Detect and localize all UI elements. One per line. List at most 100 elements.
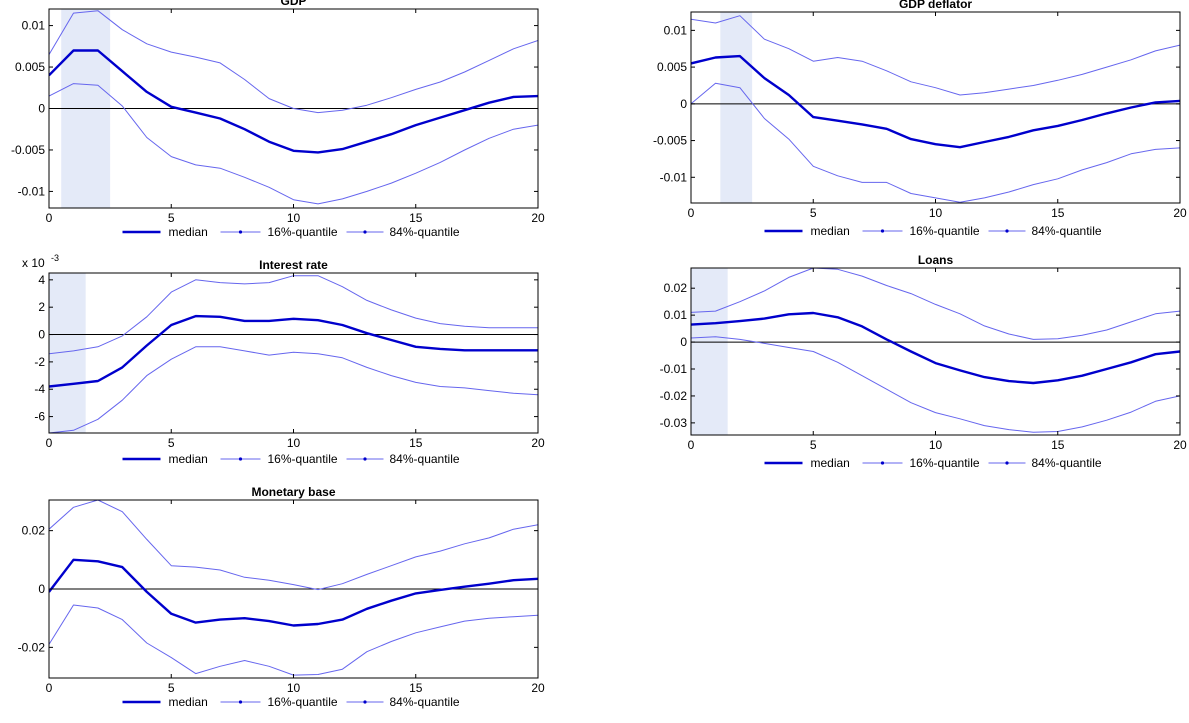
axes-box [690,267,1181,436]
chart-panel-2: 0 5 10 15 20 -0.01 -0.005 0 0.005 0.01 GDP deflato… [653,0,1187,238]
y-tick-label: -0.02 [660,389,688,403]
legend-marker-q84 [363,457,367,461]
x-tick-label: 5 [168,211,175,225]
legend-marker-q16 [238,457,243,461]
y-tick-label: -4 [34,382,45,396]
chart-panel-3: 0 5 10 15 20 -6 -4 -2 0 2 4 Interest rate x 10 -3 medi… [22,253,545,466]
legend-label-q16: 16%-quantile [268,225,338,239]
quantile-16-line [49,604,538,676]
y-tick-label: -0.03 [660,416,688,430]
x-tick-label: 20 [531,436,545,450]
chart-title: Monetary base [251,485,335,499]
y-tick-label: 0.01 [22,19,46,33]
x-tick-label: 10 [929,206,943,220]
legend: median 16%-quantile 84%-quantile [122,452,460,466]
axes-box [690,11,1181,204]
y-tick-label: 0 [680,97,687,111]
y-tick-label: 0.02 [664,281,688,295]
y-tick-label: 0.005 [15,60,45,74]
legend-label-q16: 16%-quantile [268,695,338,709]
legend-marker-q16 [880,461,885,465]
axes-box [48,272,539,434]
legend-label-median: median [169,225,208,239]
median-line [49,314,538,388]
x-tick-label: 15 [1051,206,1065,220]
x-tick-label: 20 [531,681,545,695]
quantile-84-line [49,500,538,591]
y-tick-label: 0.01 [664,308,688,322]
plot-area [691,268,1180,433]
x-tick-label: 0 [46,681,53,695]
y-tick-label: 0 [38,582,45,596]
y-tick-label: 0.02 [22,524,46,538]
scale-label: x 10 [22,256,45,270]
x-tick-label: 15 [409,681,423,695]
legend-marker-q84 [363,700,367,704]
legend: median 16%-quantile 84%-quantile [122,225,460,239]
x-tick-label: 0 [46,211,53,225]
y-tick-label: 0 [38,102,45,116]
x-tick-label: 15 [409,211,423,225]
y-tick-label: 0.01 [664,23,688,37]
legend-label-q84: 84%-quantile [1032,224,1102,238]
highlight-band [720,12,753,203]
chart-title: Interest rate [259,258,328,272]
legend-label-median: median [811,456,850,470]
median-line [691,311,1180,385]
y-tick-label: 2 [38,300,45,314]
chart-title: GDP deflator [899,0,972,11]
legend-marker-q84 [363,230,367,234]
y-tick-label: -0.005 [653,134,687,148]
x-tick-label: 5 [168,681,175,695]
median-line [691,54,1180,149]
legend-marker-q16 [238,230,243,234]
legend-label-q84: 84%-quantile [390,695,460,709]
plot-area [49,500,538,676]
legend: median 16%-quantile 84%-quantile [764,456,1102,470]
x-tick-label: 15 [1051,438,1065,452]
chart-panel-5: 0 5 10 15 20 -0.02 0 0.02 Monetary base median 16%… [18,485,545,709]
x-tick-label: 10 [287,211,301,225]
x-tick-label: 0 [46,436,53,450]
legend-label-median: median [169,695,208,709]
legend: median 16%-quantile 84%-quantile [122,695,460,709]
x-tick-label: 20 [1173,206,1187,220]
legend-label-q84: 84%-quantile [390,225,460,239]
median-line [49,49,538,154]
y-tick-label: -6 [34,410,45,424]
quantile-84-line [49,10,538,114]
x-tick-label: 10 [287,681,301,695]
plot-area [49,10,538,205]
x-tick-label: 0 [688,438,695,452]
legend-label-q84: 84%-quantile [390,452,460,466]
legend-label-q16: 16%-quantile [910,224,980,238]
y-tick-label: -2 [34,355,45,369]
y-tick-label: 4 [38,273,45,287]
y-tick-label: -0.01 [660,170,688,184]
x-tick-label: 5 [810,206,817,220]
plot-area [691,15,1180,203]
highlight-band [691,268,728,435]
x-tick-label: 20 [531,211,545,225]
quantile-84-line [691,15,1180,96]
x-tick-label: 10 [929,438,943,452]
legend-label-q16: 16%-quantile [268,452,338,466]
scale-exponent: -3 [51,253,59,263]
legend-marker-q84 [1005,461,1009,465]
quantile-84-line [49,275,538,355]
y-tick-label: -0.005 [11,143,45,157]
y-tick-label: -0.01 [18,184,46,198]
y-tick-label: 0.005 [657,60,687,74]
y-tick-label: 0 [680,335,687,349]
x-tick-label: 5 [168,436,175,450]
quantile-84-line [691,268,1180,340]
quantile-16-line [49,83,538,205]
legend: median 16%-quantile 84%-quantile [764,224,1102,238]
legend-marker-q16 [880,229,885,233]
x-tick-label: 15 [409,436,423,450]
legend-label-median: median [169,452,208,466]
quantile-16-line [691,82,1180,203]
chart-title: Loans [918,253,954,267]
legend-label-median: median [811,224,850,238]
